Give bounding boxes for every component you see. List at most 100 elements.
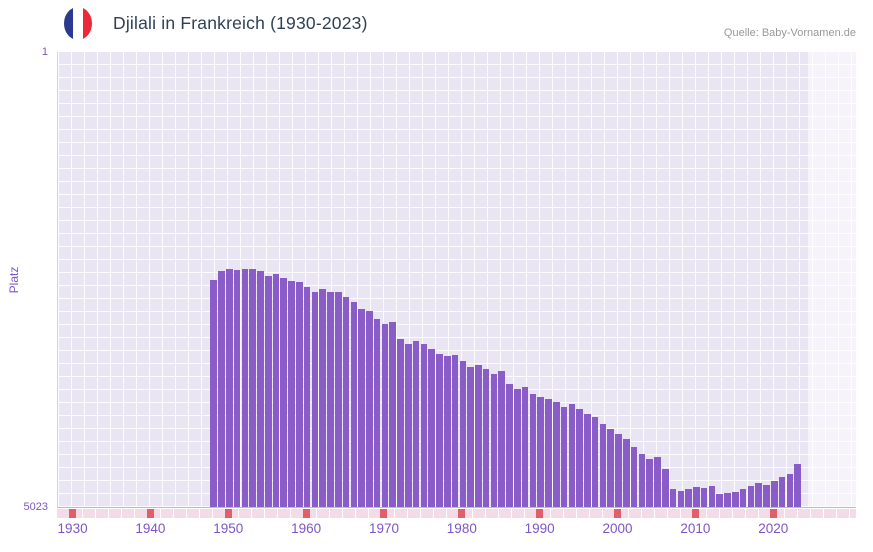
bar-2003[interactable] <box>638 453 646 507</box>
bar-2000[interactable] <box>615 433 622 507</box>
bar-1995[interactable] <box>576 408 583 507</box>
bar-2018[interactable] <box>755 482 762 507</box>
x-axis-year-label-1960: 1960 <box>291 521 322 536</box>
x-axis-year-label-2010: 2010 <box>680 521 711 536</box>
bar-1983[interactable] <box>482 369 490 507</box>
x-axis-decade-tick-1970 <box>380 509 388 518</box>
bar-1990[interactable] <box>537 397 544 507</box>
source-credit: Quelle: Baby-Vornamen.de <box>723 27 856 39</box>
x-axis-decade-tick-1940 <box>146 509 154 518</box>
bar-1984[interactable] <box>490 374 498 507</box>
bar-1965[interactable] <box>342 296 350 507</box>
bar-2010[interactable] <box>693 486 700 507</box>
bar-2006[interactable] <box>661 468 669 507</box>
bar-1963[interactable] <box>327 292 334 507</box>
flag-white-stripe <box>73 7 83 40</box>
bar-1959[interactable] <box>296 282 303 507</box>
bar-1978[interactable] <box>443 356 451 507</box>
x-axis-decade-tick-1960 <box>302 509 310 518</box>
bar-1967[interactable] <box>358 309 365 507</box>
x-axis-decade-tick-1930 <box>69 509 77 518</box>
bar-2007[interactable] <box>669 488 677 507</box>
bar-1976[interactable] <box>428 349 435 507</box>
bar-2011[interactable] <box>700 487 708 507</box>
bar-1972[interactable] <box>397 339 404 507</box>
bar-2012[interactable] <box>708 485 716 507</box>
bar-1977[interactable] <box>436 354 443 507</box>
bar-1953[interactable] <box>249 269 256 507</box>
bar-2004[interactable] <box>646 458 653 507</box>
bar-2008[interactable] <box>677 490 685 507</box>
bar-1956[interactable] <box>272 274 280 507</box>
bar-1992[interactable] <box>552 402 560 507</box>
bar-1993[interactable] <box>560 407 568 507</box>
plot-area <box>57 52 856 508</box>
bar-1954[interactable] <box>257 270 264 507</box>
bar-1969[interactable] <box>373 319 381 507</box>
bar-1998[interactable] <box>599 423 607 507</box>
bar-2015[interactable] <box>732 491 739 507</box>
bar-1962[interactable] <box>319 289 326 507</box>
bar-1996[interactable] <box>584 413 591 507</box>
bar-1960[interactable] <box>303 286 311 507</box>
x-axis-decade-tick-1990 <box>536 509 544 518</box>
x-axis-year-label-2020: 2020 <box>758 521 789 536</box>
x-axis-decade-tick-1950 <box>224 509 232 518</box>
bar-2002[interactable] <box>630 446 638 507</box>
bar-2005[interactable] <box>654 456 661 507</box>
bar-1951[interactable] <box>233 270 241 507</box>
bar-1991[interactable] <box>545 398 552 507</box>
bar-1982[interactable] <box>475 364 482 507</box>
bar-2023[interactable] <box>794 463 801 507</box>
bar-2016[interactable] <box>739 488 747 507</box>
france-flag-icon <box>64 7 92 40</box>
bar-1964[interactable] <box>334 291 342 507</box>
bar-1979[interactable] <box>451 354 459 507</box>
bar-2021[interactable] <box>778 476 786 507</box>
x-axis-year-label-2000: 2000 <box>602 521 633 536</box>
x-axis-decade-tick-1980 <box>458 509 466 518</box>
flag-blue-stripe <box>64 7 74 40</box>
bar-2022[interactable] <box>786 473 794 507</box>
x-axis-decade-tick-2020 <box>769 509 777 518</box>
bar-2001[interactable] <box>623 438 630 507</box>
bar-2020[interactable] <box>770 480 778 507</box>
bar-2019[interactable] <box>763 484 770 507</box>
bar-1985[interactable] <box>498 371 506 507</box>
bar-1955[interactable] <box>264 276 272 507</box>
bar-1999[interactable] <box>607 428 615 507</box>
bar-1952[interactable] <box>241 268 249 507</box>
bar-1988[interactable] <box>521 387 529 507</box>
bar-1980[interactable] <box>459 361 467 507</box>
bar-1994[interactable] <box>568 403 576 507</box>
bar-1961[interactable] <box>311 291 319 507</box>
bar-2017[interactable] <box>747 485 755 507</box>
bar-2013[interactable] <box>716 493 724 507</box>
bar-1968[interactable] <box>366 311 373 507</box>
x-axis-year-label-1930: 1930 <box>57 521 88 536</box>
bar-1957[interactable] <box>280 277 288 507</box>
bar-1948[interactable] <box>210 280 217 507</box>
bar-2009[interactable] <box>685 488 692 507</box>
y-axis-bottom-tick: 5023 <box>23 501 48 513</box>
bar-1949[interactable] <box>218 271 225 507</box>
bar-2014[interactable] <box>724 492 731 507</box>
bar-1989[interactable] <box>529 393 537 507</box>
bar-1974[interactable] <box>412 341 420 507</box>
bar-1975[interactable] <box>420 344 428 507</box>
bar-1970[interactable] <box>381 324 389 507</box>
x-axis-year-label-1990: 1990 <box>524 521 555 536</box>
bar-1997[interactable] <box>591 417 599 507</box>
x-axis-decade-tick-2000 <box>614 509 622 518</box>
bar-1987[interactable] <box>514 388 521 507</box>
x-axis-labels: 1930 1940 1950 1960 1970 1980 1990 2000 2010 2020 <box>57 521 856 539</box>
bar-1981[interactable] <box>467 367 474 507</box>
bar-1958[interactable] <box>288 281 295 507</box>
bar-1971[interactable] <box>389 322 397 507</box>
bar-1950[interactable] <box>225 269 233 507</box>
bar-1966[interactable] <box>350 301 358 507</box>
bar-1973[interactable] <box>405 344 412 507</box>
bar-1986[interactable] <box>506 383 513 507</box>
chart-title: Djilali in Frankreich (1930-2023) <box>113 13 368 33</box>
recent-years-highlight-band <box>808 52 856 507</box>
